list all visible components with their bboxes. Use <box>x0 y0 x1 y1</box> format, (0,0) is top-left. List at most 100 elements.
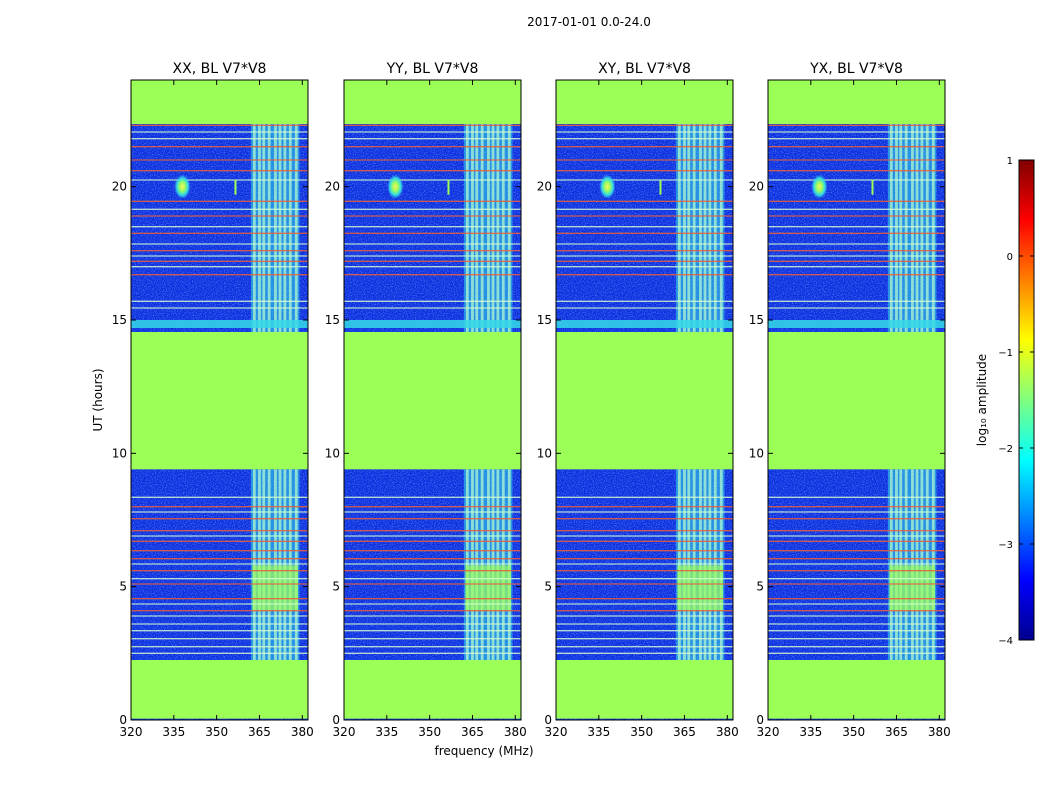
x-tick-label: 365 <box>461 725 484 739</box>
rfi-stripe <box>480 124 484 332</box>
colorbar-label: log₁₀ amplitude <box>975 354 989 446</box>
rfi-stripe <box>699 469 702 660</box>
rfi-stripe <box>288 469 292 660</box>
panel-2: YY, BL V7*V8 320 335 350 365 380 0 5 10 15 20 <box>325 61 527 739</box>
rfi-stripe <box>895 124 898 332</box>
y-tick-label: 5 <box>756 580 764 594</box>
panel-4: YX, BL V7*V8 320 335 350 365 380 0 5 10 15 20 <box>749 61 951 739</box>
panel-title: XY, BL V7*V8 <box>598 61 691 77</box>
x-tick-label: 320 <box>757 725 780 739</box>
x-tick-label: 380 <box>291 725 314 739</box>
rfi-stripe <box>911 124 914 332</box>
ylabel: UT (hours) <box>91 368 105 431</box>
source-blob <box>387 174 404 199</box>
flagged-region <box>768 80 945 124</box>
x-tick-label: 380 <box>504 725 527 739</box>
x-tick-label: 335 <box>799 725 822 739</box>
rfi-stripe <box>491 469 495 660</box>
rfi-stripe <box>899 469 903 660</box>
y-tick-label: 0 <box>756 713 764 727</box>
x-tick-label: 350 <box>205 725 228 739</box>
rfi-stripe <box>703 469 707 660</box>
y-tick-label: 0 <box>332 713 340 727</box>
rfi-stripe <box>925 469 929 660</box>
rfi-stripe <box>719 124 723 332</box>
rfi-stripe <box>274 124 277 332</box>
flagged-region <box>768 660 945 719</box>
rfi-stripe <box>258 469 261 660</box>
rfi-stripe <box>677 124 681 332</box>
rfi-stripe <box>278 124 282 332</box>
rfi-stripe <box>925 124 929 332</box>
flagged-region <box>768 332 945 470</box>
rfi-stripe <box>475 124 479 332</box>
bad-row-block <box>556 320 733 328</box>
rfi-stripe <box>687 124 691 332</box>
rfi-spike <box>447 180 450 195</box>
x-tick-label: 320 <box>333 725 356 739</box>
y-tick-label: 10 <box>325 446 340 460</box>
x-tick-label: 335 <box>162 725 185 739</box>
y-tick-label: 0 <box>119 713 127 727</box>
source-blob <box>174 174 191 199</box>
rfi-stripe <box>683 469 686 660</box>
colorbar: 1 0 −1 −2 −3 −4 log₁₀ amplitude <box>975 156 1035 647</box>
y-tick-label: 20 <box>537 180 552 194</box>
flagged-region <box>131 332 308 470</box>
rfi-stripe <box>899 124 903 332</box>
rfi-stripe <box>911 469 914 660</box>
colorbar-ticks: 1 0 −1 −2 −3 −4 <box>998 156 1034 647</box>
rfi-stripe <box>889 469 893 660</box>
y-tick-label: 15 <box>112 313 127 327</box>
bad-row-block <box>768 320 945 328</box>
panel-title: XX, BL V7*V8 <box>173 61 267 77</box>
rfi-stripe <box>677 469 681 660</box>
xlabel: frequency (MHz) <box>434 744 533 758</box>
rfi-stripe <box>507 124 511 332</box>
y-tick-label: 5 <box>544 580 552 594</box>
x-tick-label: 365 <box>885 725 908 739</box>
panel-frame <box>555 79 734 721</box>
y-tick-label: 15 <box>537 313 552 327</box>
rfi-stripe <box>288 124 292 332</box>
rfi-stripe <box>915 124 919 332</box>
rfi-stripe <box>895 469 898 660</box>
rfi-stripe <box>252 124 256 332</box>
rfi-stripe <box>915 469 919 660</box>
rfi-stripe <box>471 124 474 332</box>
rfi-stripe <box>487 469 490 660</box>
rfi-stripe <box>703 124 707 332</box>
rfi-stripe <box>708 469 712 660</box>
rfi-stripe <box>496 124 500 332</box>
y-tick-label: 10 <box>749 446 764 460</box>
panel-1: XX, BL V7*V8 320 335 350 365 380 0 5 10 15 20 <box>112 61 314 739</box>
colorbar-gradient <box>1018 159 1035 641</box>
y-tick-label: 5 <box>332 580 340 594</box>
rfi-stripe <box>507 469 511 660</box>
flagged-region <box>556 332 733 470</box>
rfi-spike <box>234 180 237 195</box>
x-tick-label: 350 <box>842 725 865 739</box>
rfi-stripe <box>465 124 469 332</box>
rfi-strong-block <box>465 565 512 611</box>
panel-frame <box>343 79 522 721</box>
rfi-stripe <box>904 469 908 660</box>
rfi-stripe <box>294 124 298 332</box>
rfi-stripe <box>699 124 702 332</box>
flagged-region <box>556 660 733 719</box>
colorbar-tick-label: 1 <box>1007 156 1013 167</box>
rfi-spike <box>871 180 874 195</box>
x-tick-label: 335 <box>375 725 398 739</box>
rfi-stripe <box>719 469 723 660</box>
flagged-region <box>344 660 521 719</box>
colorbar-tick-label: 0 <box>1007 252 1013 263</box>
bad-row-block <box>131 320 308 328</box>
rfi-stripe <box>491 124 495 332</box>
x-tick-label: 380 <box>928 725 951 739</box>
rfi-stripe <box>294 469 298 660</box>
colorbar-tick-label: −3 <box>998 540 1013 551</box>
x-tick-label: 365 <box>673 725 696 739</box>
x-tick-label: 365 <box>248 725 271 739</box>
rfi-spike <box>659 180 662 195</box>
